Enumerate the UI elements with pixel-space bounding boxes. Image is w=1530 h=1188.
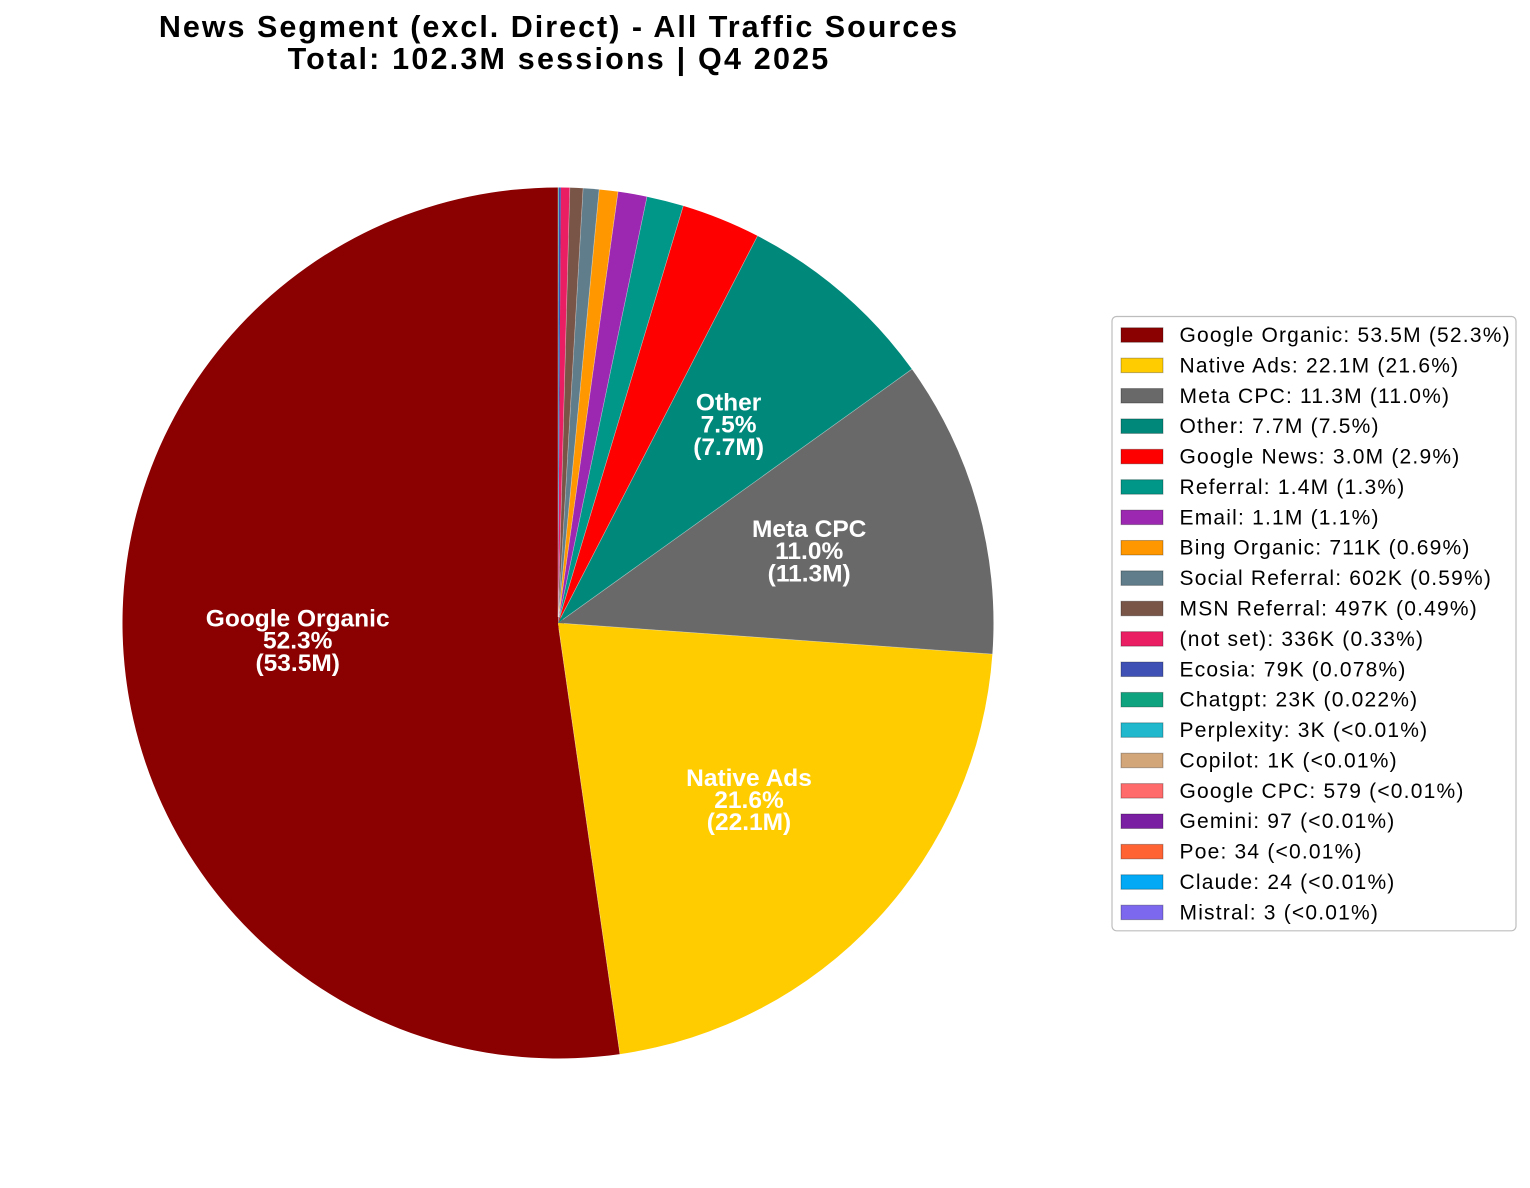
svg-text:21.6%: 21.6% [714,787,784,814]
svg-text:Gemini: 97 (<0.01%): Gemini: 97 (<0.01%) [1180,810,1396,833]
svg-text:Meta CPC: 11.3M (11.0%): Meta CPC: 11.3M (11.0%) [1180,385,1451,408]
svg-text:Claude: 24 (<0.01%): Claude: 24 (<0.01%) [1180,871,1396,894]
svg-text:Native Ads: Native Ads [686,765,812,792]
svg-text:52.3%: 52.3% [263,628,333,655]
svg-text:Copilot: 1K (<0.01%): Copilot: 1K (<0.01%) [1180,749,1398,772]
svg-text:Google CPC: 579 (<0.01%): Google CPC: 579 (<0.01%) [1180,780,1465,803]
svg-text:Referral: 1.4M (1.3%): Referral: 1.4M (1.3%) [1180,476,1406,499]
svg-text:Other: 7.7M (7.5%): Other: 7.7M (7.5%) [1180,415,1380,438]
svg-text:Chatgpt: 23K (0.022%): Chatgpt: 23K (0.022%) [1180,689,1419,712]
svg-text:(not set): 336K (0.33%): (not set): 336K (0.33%) [1180,628,1425,651]
svg-text:(53.5M): (53.5M) [255,650,339,677]
svg-text:Bing Organic: 711K (0.69%): Bing Organic: 711K (0.69%) [1180,537,1471,560]
svg-text:Total: 102.3M sessions | Q4 20: Total: 102.3M sessions | Q4 2025 [288,42,831,76]
svg-text:Google Organic: Google Organic [206,606,390,633]
svg-text:Google Organic: 53.5M (52.3%): Google Organic: 53.5M (52.3%) [1180,324,1511,347]
svg-text:Perplexity: 3K (<0.01%): Perplexity: 3K (<0.01%) [1180,719,1429,742]
svg-text:News Segment (excl. Direct) -: News Segment (excl. Direct) - All Traffi… [159,10,959,44]
svg-text:(7.7M): (7.7M) [693,434,764,461]
svg-text:Native Ads: 22.1M (21.6%): Native Ads: 22.1M (21.6%) [1180,354,1460,377]
svg-text:Other: Other [696,389,762,416]
svg-text:Ecosia: 79K (0.078%): Ecosia: 79K (0.078%) [1180,658,1407,681]
svg-text:Social Referral: 602K (0.59%): Social Referral: 602K (0.59%) [1180,567,1493,590]
svg-text:Google News: 3.0M (2.9%): Google News: 3.0M (2.9%) [1180,446,1461,469]
svg-text:Email: 1.1M (1.1%): Email: 1.1M (1.1%) [1180,506,1380,529]
svg-text:Mistral: 3 (<0.01%): Mistral: 3 (<0.01%) [1180,901,1380,924]
svg-text:7.5%: 7.5% [701,412,757,439]
svg-text:(11.3M): (11.3M) [768,560,851,587]
svg-text:Meta CPC: Meta CPC [752,516,867,543]
svg-text:11.0%: 11.0% [775,538,843,565]
svg-text:(22.1M): (22.1M) [707,809,791,836]
svg-text:Poe: 34 (<0.01%): Poe: 34 (<0.01%) [1180,841,1363,864]
svg-text:MSN Referral: 497K (0.49%): MSN Referral: 497K (0.49%) [1180,598,1478,621]
